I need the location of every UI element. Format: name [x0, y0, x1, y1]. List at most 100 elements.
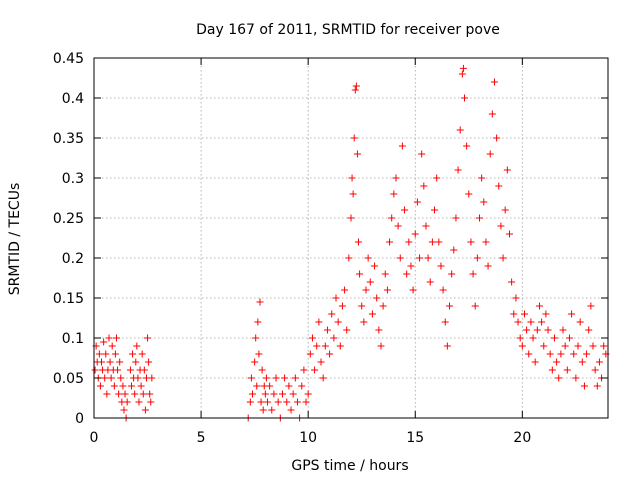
data-point [523, 326, 531, 334]
data-point [262, 374, 270, 382]
data-point [493, 134, 501, 142]
data-point [553, 358, 561, 366]
data-point [381, 270, 389, 278]
x-axis-label: GPS time / hours [291, 458, 408, 474]
data-point [252, 334, 260, 342]
y-tick-label: 0 [75, 411, 84, 427]
data-point [383, 286, 391, 294]
data-point [578, 358, 586, 366]
data-point [121, 390, 129, 398]
data-point [304, 390, 312, 398]
data-point [358, 302, 366, 310]
data-point [570, 350, 578, 358]
data-point [347, 214, 355, 222]
data-point [450, 246, 458, 254]
data-point [105, 334, 113, 342]
data-point [103, 390, 111, 398]
data-point [375, 326, 383, 334]
data-point [311, 366, 319, 374]
data-point [101, 374, 109, 382]
data-point [516, 334, 524, 342]
data-point [593, 382, 601, 390]
data-point [356, 270, 364, 278]
data-point [535, 302, 543, 310]
data-point [254, 318, 262, 326]
data-point [452, 214, 460, 222]
chart-title: Day 167 of 2011, SRMTID for receiver pov… [196, 22, 500, 38]
data-point [518, 342, 526, 350]
data-point [129, 350, 137, 358]
data-point [514, 318, 522, 326]
data-point [274, 398, 282, 406]
data-point [371, 262, 379, 270]
data-point [132, 358, 140, 366]
data-point [499, 254, 507, 262]
data-point [480, 198, 488, 206]
data-point [398, 142, 406, 150]
data-point [137, 382, 145, 390]
data-point [135, 398, 143, 406]
data-point [111, 350, 119, 358]
data-point [123, 398, 131, 406]
data-point [495, 182, 503, 190]
y-axis-label: SRMTID / TECUs [7, 183, 23, 296]
y-tick-label: 0.35 [53, 131, 84, 147]
data-point [550, 334, 558, 342]
data-point [428, 238, 436, 246]
data-point [253, 382, 261, 390]
data-point [351, 86, 359, 94]
data-point [289, 390, 297, 398]
data-point [377, 342, 385, 350]
data-point [520, 310, 528, 318]
data-point [490, 78, 498, 86]
data-point [589, 342, 597, 350]
data-point [482, 238, 490, 246]
data-point [336, 342, 344, 350]
data-point [591, 366, 599, 374]
data-point [595, 358, 603, 366]
data-point [345, 254, 353, 262]
data-point [138, 350, 146, 358]
x-tick-label: 5 [197, 430, 206, 446]
data-point [341, 286, 349, 294]
data-point [300, 366, 308, 374]
data-point [422, 222, 430, 230]
data-point [561, 342, 569, 350]
data-point [115, 390, 123, 398]
data-point [458, 70, 466, 78]
data-point [313, 342, 321, 350]
data-point [278, 390, 286, 398]
data-point [401, 206, 409, 214]
data-point [527, 318, 535, 326]
data-point [386, 238, 394, 246]
data-point [503, 166, 511, 174]
data-point [247, 374, 255, 382]
data-point [548, 366, 556, 374]
data-point [437, 262, 445, 270]
data-point [510, 310, 518, 318]
data-point [544, 326, 552, 334]
tick-labels: 0 0.05 0.1 0.15 0.2 0.25 0.3 0.35 0.4 0.45 0 5 10 15 2… [53, 51, 531, 446]
data-point [555, 374, 563, 382]
data-point [133, 342, 141, 350]
data-point [478, 174, 486, 182]
data-point [126, 366, 134, 374]
data-point [145, 358, 153, 366]
data-point [574, 342, 582, 350]
data-point [110, 382, 118, 390]
data-point [501, 206, 509, 214]
data-point [298, 382, 306, 390]
data-point [390, 190, 398, 198]
data-point [272, 374, 280, 382]
data-point [542, 310, 550, 318]
data-point [139, 390, 147, 398]
data-point [259, 406, 267, 414]
data-point [334, 318, 342, 326]
data-point [332, 294, 340, 302]
data-point [319, 374, 327, 382]
data-point [102, 350, 110, 358]
x-tick-label: 10 [299, 430, 317, 446]
data-point [302, 398, 310, 406]
data-point [116, 358, 124, 366]
